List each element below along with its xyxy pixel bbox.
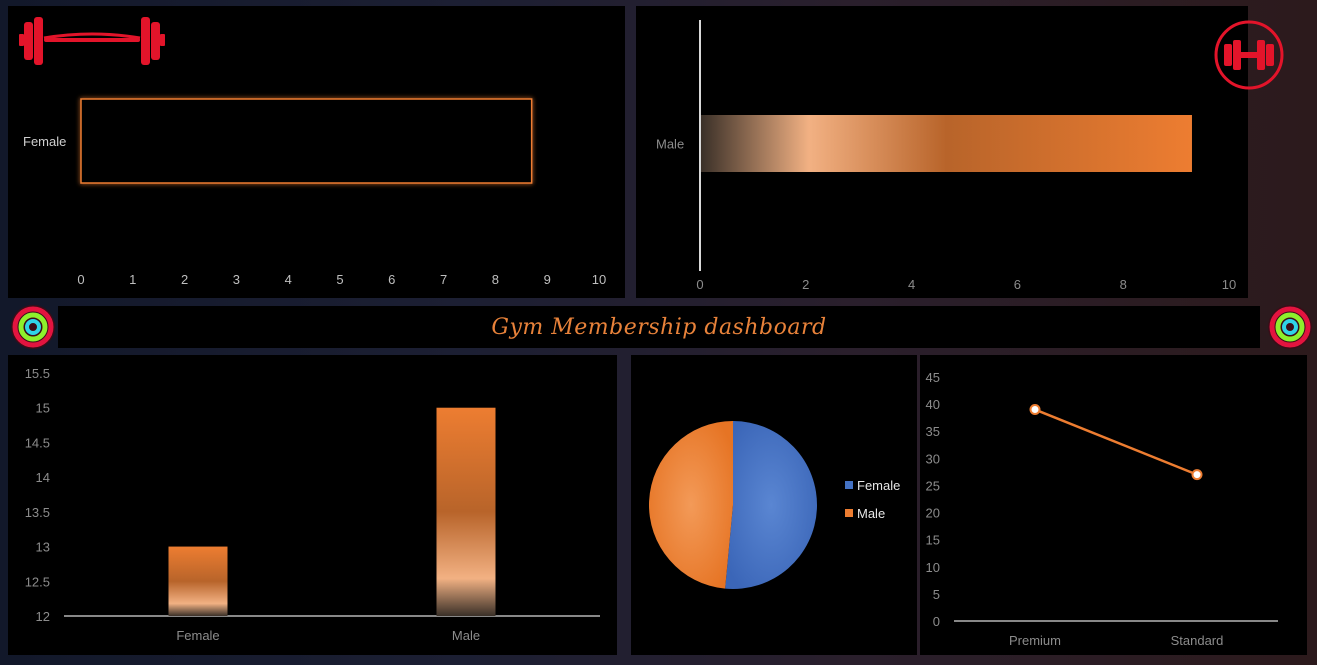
y-tick-label: 30 [926,451,940,466]
bar-male [701,115,1192,172]
x-tick-label: 4 [285,272,292,287]
gender-column-panel: 12 12.5 13 13.5 14 14.5 15 15.5 Female Male [8,355,617,655]
category-label: Female [176,628,219,643]
legend-label: Female [857,478,900,493]
data-point-premium [1029,404,1041,416]
x-tick-label: 0 [77,272,84,287]
gender-pie-panel: Female Male [631,355,917,655]
category-label: Premium [1009,633,1061,648]
x-tick-label: 0 [696,277,703,292]
gender-column-chart: 12 12.5 13 13.5 14 14.5 15 15.5 Female Male [25,366,600,643]
column-female [168,546,228,616]
x-tick-label: 1 [129,272,136,287]
y-tick-label: 25 [926,478,940,493]
x-tick-label: 6 [1014,277,1021,292]
column-male [436,407,496,616]
category-label: Female [23,134,66,149]
page-title: Gym Membership dashboard [491,314,827,340]
y-tick-label: 12 [36,609,50,624]
barbell-icon [19,17,165,65]
y-tick-label: 45 [926,370,940,385]
y-tick-label: 13.5 [25,505,50,520]
female-bar-panel: Female 0 1 2 3 4 5 6 7 8 9 10 [8,6,625,298]
legend-swatch [845,509,853,517]
x-tick-label: 5 [336,272,343,287]
dumbbell-badge-icon [1214,20,1284,90]
gender-pie-chart: Female Male [648,421,900,589]
membership-line-panel: 0 5 10 15 20 25 30 35 40 45 Premium Standard [920,355,1307,655]
data-point-standard [1191,469,1203,481]
y-tick-label: 40 [926,397,940,412]
x-tick-label: 8 [492,272,499,287]
x-tick-label: 8 [1120,277,1127,292]
male-bar-panel: Male 0 2 4 6 8 10 [636,6,1248,298]
y-tick-label: 15 [926,533,940,548]
x-tick-label: 10 [592,272,606,287]
title-bar: Gym Membership dashboard [58,306,1260,348]
pie-slice-female [725,421,817,589]
y-tick-label: 14 [36,470,50,485]
category-label: Male [656,137,684,152]
activity-rings-icon [1268,305,1312,349]
bar-female [80,98,533,184]
legend-label: Male [857,506,885,521]
x-tick-label: 9 [544,272,551,287]
y-tick-label: 12.5 [25,574,50,589]
y-tick-label: 0 [933,614,940,629]
x-tick-label: 3 [233,272,240,287]
y-tick-label: 15.5 [25,366,50,381]
x-tick-label: 6 [388,272,395,287]
category-label: Male [452,628,480,643]
membership-line-chart: 0 5 10 15 20 25 30 35 40 45 Premium Standard [926,370,1278,648]
male-bar-chart: Male 0 2 4 6 8 10 [656,20,1236,292]
x-tick-label: 4 [908,277,915,292]
y-tick-label: 35 [926,424,940,439]
x-tick-label: 2 [181,272,188,287]
y-tick-label: 5 [933,587,940,602]
series-line [1034,408,1198,476]
x-tick-label: 2 [802,277,809,292]
x-tick-label: 10 [1222,277,1236,292]
activity-rings-icon [11,305,55,349]
y-tick-label: 10 [926,560,940,575]
y-tick-label: 14.5 [25,435,50,450]
legend-swatch [845,481,853,489]
y-tick-label: 20 [926,506,940,521]
y-tick-label: 13 [36,540,50,555]
category-label: Standard [1171,633,1224,648]
x-tick-label: 7 [440,272,447,287]
y-tick-label: 15 [36,401,50,416]
pie-slice-male [648,421,733,589]
female-bar-chart: Female 0 1 2 3 4 5 6 7 8 9 10 [19,17,606,287]
